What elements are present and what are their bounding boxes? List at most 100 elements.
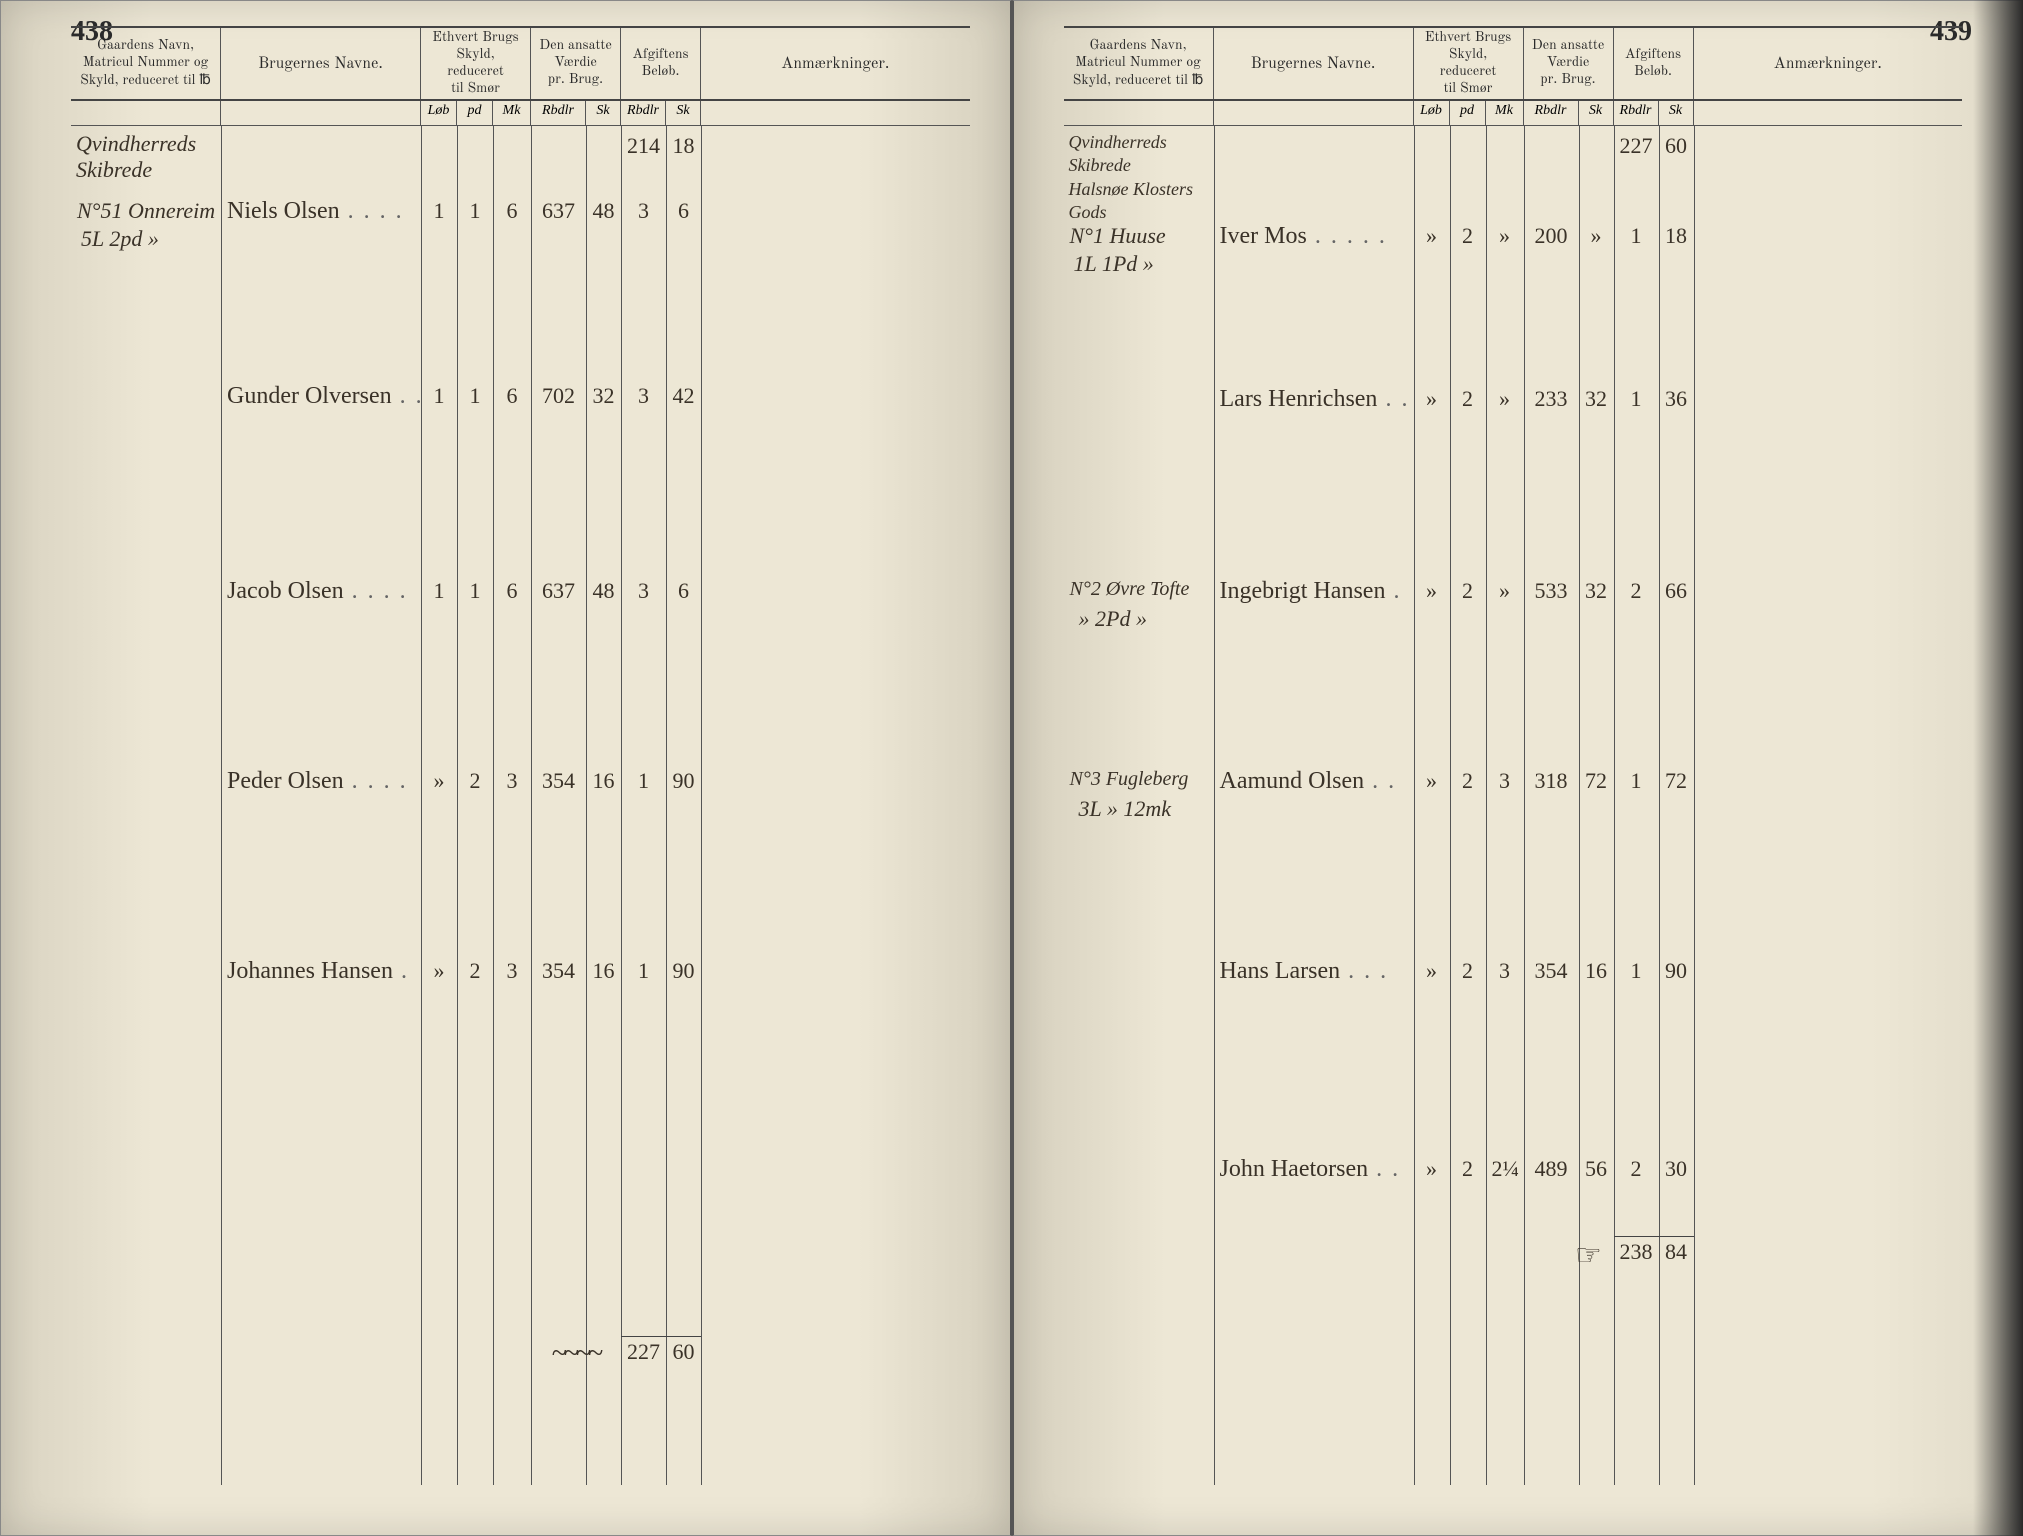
user-name: Aamund Olsen <box>1220 768 1365 794</box>
lob-cell: 1 <box>421 381 457 421</box>
pd-cell: 2 <box>1450 766 1486 806</box>
sub-sk2: Sk <box>666 101 701 125</box>
header-bruger: Brugernes Navne. <box>221 28 421 99</box>
user-name: Hans Larsen <box>1220 958 1341 984</box>
vaerdie-r-cell: 354 <box>531 956 586 996</box>
sub-sk2: Sk <box>1659 101 1694 125</box>
lob-cell: » <box>1414 576 1450 616</box>
mk-cell: » <box>1486 576 1524 616</box>
leader-dots: . . <box>1377 386 1409 412</box>
total-rbdlr: 227 <box>621 1336 666 1376</box>
lob-cell: 1 <box>421 196 457 236</box>
header-row: Gaardens Navn, Matricul Nummer og Skyld,… <box>71 26 970 101</box>
mk-cell: 6 <box>493 576 531 616</box>
sub-blank <box>1694 101 1963 125</box>
sub-lob: Løb <box>1414 101 1450 125</box>
total-sk: 60 <box>666 1336 701 1376</box>
afgift-s-cell: 90 <box>1659 956 1694 996</box>
pd-cell: 2 <box>1450 956 1486 996</box>
afgift-r-cell: 3 <box>621 196 666 236</box>
mk-cell: 3 <box>1486 766 1524 806</box>
sub-mk: Mk <box>493 101 531 125</box>
header-anm: Anmærkninger. <box>1694 28 1963 99</box>
user-cell: Gunder Olversen . . <box>221 381 421 421</box>
squiggle-mark: ~~~~ <box>531 1336 621 1376</box>
afgift-r-cell: 1 <box>1614 221 1659 261</box>
vaerdie-s-cell: 72 <box>1579 766 1614 806</box>
lob-cell: » <box>1414 1154 1450 1194</box>
sub-rbdlr2: Rbdlr <box>1614 101 1659 125</box>
farm-cell <box>1064 1154 1214 1194</box>
vaerdie-r-cell: 489 <box>1524 1154 1579 1194</box>
afgift-r-cell: 2 <box>1614 576 1659 616</box>
pd-cell: 1 <box>457 576 493 616</box>
vaerdie-r-cell: 354 <box>531 766 586 806</box>
header-gaard: Gaardens Navn, Matricul Nummer og Skyld,… <box>71 28 221 99</box>
leader-dots: . . <box>392 383 424 409</box>
sub-pd: pd <box>1450 101 1486 125</box>
sub-header-row: Løb pd Mk Rbdlr Sk Rbdlr Sk <box>1064 101 1963 126</box>
sub-blank <box>221 101 421 125</box>
user-name: Iver Mos <box>1220 223 1307 249</box>
vaerdie-s-cell: » <box>1579 221 1614 261</box>
section-header: Qvindherreds Skibrede <box>76 131 216 171</box>
afgift-r-cell: 3 <box>621 576 666 616</box>
vaerdie-r-cell: 637 <box>531 196 586 236</box>
flourish-mark: ☞ <box>1564 1236 1614 1276</box>
afgift-r-cell: 1 <box>621 956 666 996</box>
vaerdie-s-cell: 32 <box>1579 384 1614 424</box>
vaerdie-s-cell: 48 <box>586 576 621 616</box>
ledger-page-left: 438 Gaardens Navn, Matricul Nummer og Sk… <box>0 0 1012 1536</box>
farm-cell <box>1064 956 1214 996</box>
body-area-left: 214 18 Qvindherreds Skibrede N°51 Onnere… <box>71 126 970 1485</box>
user-cell: Jacob Olsen . . . . <box>221 576 421 616</box>
sub-blank <box>1064 101 1214 125</box>
leader-dots: . . . <box>1340 958 1388 984</box>
sub-sk1: Sk <box>1579 101 1614 125</box>
mk-cell: 3 <box>1486 956 1524 996</box>
pd-cell: 1 <box>457 196 493 236</box>
vaerdie-s-cell: 48 <box>586 196 621 236</box>
vaerdie-s-cell: 32 <box>586 381 621 421</box>
farm-cell <box>1064 384 1214 424</box>
afgift-s-cell: 36 <box>1659 384 1694 424</box>
blank <box>71 1336 531 1376</box>
ledger-book: 438 Gaardens Navn, Matricul Nummer og Sk… <box>0 0 2023 1536</box>
table-row: Jacob Olsen . . . . 1 1 6 637 48 3 6 <box>71 576 970 616</box>
afgift-r-cell: 1 <box>1614 766 1659 806</box>
leader-dots: . . <box>1368 1156 1400 1182</box>
vaerdie-s-cell: 56 <box>1579 1154 1614 1194</box>
lob-cell: » <box>1414 766 1450 806</box>
sub-blank <box>71 101 221 125</box>
sub-blank <box>701 101 970 125</box>
afgift-s-cell: 90 <box>666 766 701 806</box>
sub-lob: Løb <box>421 101 457 125</box>
vaerdie-r-cell: 233 <box>1524 384 1579 424</box>
carry-rbdlr: 227 <box>1614 131 1659 171</box>
header-vaerdie: Den ansatte Værdie pr. Brug. <box>1524 28 1614 99</box>
afgift-s-cell: 90 <box>666 956 701 996</box>
afgift-r-cell: 1 <box>621 766 666 806</box>
lob-cell: » <box>1414 956 1450 996</box>
afgift-s-cell: 6 <box>666 196 701 236</box>
afgift-s-cell: 72 <box>1659 766 1694 806</box>
pd-cell: 2 <box>1450 221 1486 261</box>
carry-sk: 60 <box>1659 131 1694 171</box>
table-row: Lars Henrichsen . . » 2 » 233 32 1 36 <box>1064 384 1963 424</box>
header-skyld: Ethvert Brugs Skyld, reduceret til Smør <box>1414 28 1524 99</box>
header-vaerdie: Den ansatte Værdie pr. Brug. <box>531 28 621 99</box>
afgift-r-cell: 1 <box>1614 384 1659 424</box>
table-row: John Haetorsen . . » 2 2¼ 489 56 2 30 <box>1064 1154 1963 1194</box>
table-row: Hans Larsen . . . » 2 3 354 16 1 90 <box>1064 956 1963 996</box>
header-row: Gaardens Navn, Matricul Nummer og Skyld,… <box>1064 26 1963 101</box>
header-bruger: Brugernes Navne. <box>1214 28 1414 99</box>
mk-cell: 3 <box>493 956 531 996</box>
leader-dots: . . . . <box>340 198 404 224</box>
carry-sk: 18 <box>666 131 701 171</box>
header-afgift: Afgiftens Beløb. <box>1614 28 1694 99</box>
farm-cell <box>71 766 221 806</box>
leader-dots: . . . . <box>344 768 408 794</box>
lob-cell: » <box>1414 221 1450 261</box>
farm-detail: 3L » 12mk <box>1079 796 1219 836</box>
section-header: Qvindherreds Skibrede Halsnøe Klosters G… <box>1069 131 1209 171</box>
